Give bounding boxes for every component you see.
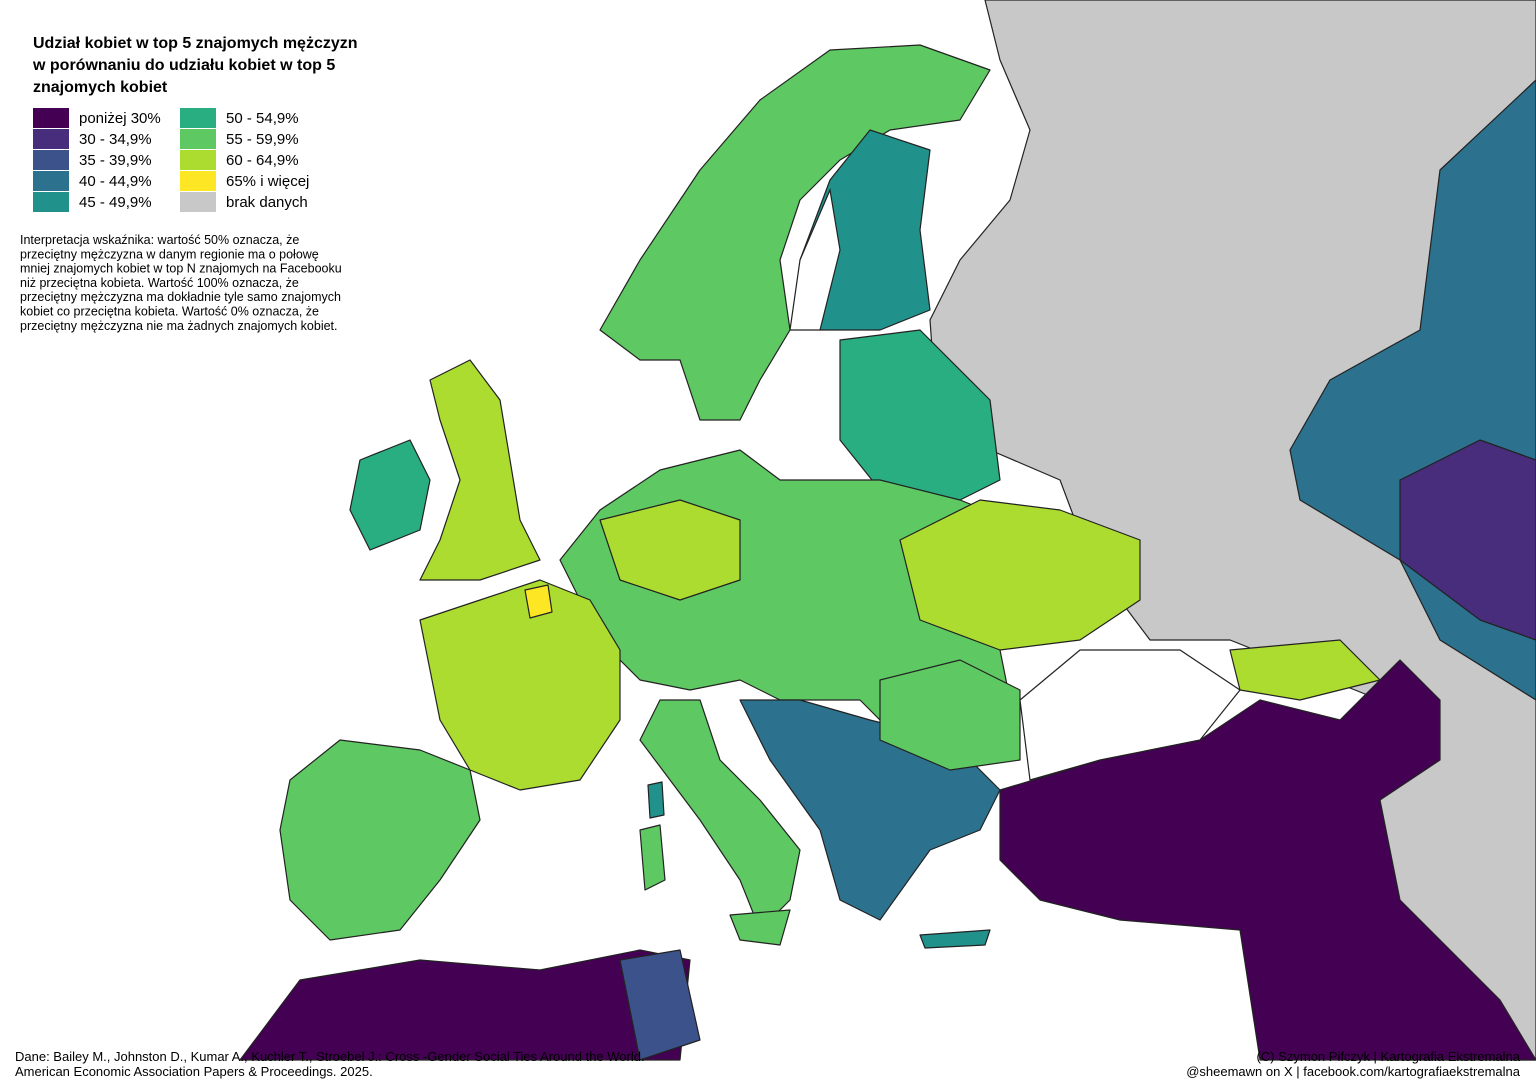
legend-label: 35 - 39,9% <box>79 152 152 169</box>
legend-swatch <box>33 192 69 212</box>
legend-swatch <box>180 129 216 149</box>
title-line: znajomych kobiet <box>33 79 168 96</box>
region-baltics <box>839 329 1001 501</box>
legend-swatch <box>33 150 69 170</box>
interpretation-line: niż przeciętna kobieta. Wartość 100% ozn… <box>20 276 299 290</box>
interpretation-line: przeciętny mężczyzna nie ma żadnych znaj… <box>20 319 338 333</box>
legend-swatch <box>180 150 216 170</box>
region-kazakhstan-west <box>1399 439 1536 641</box>
black-sea <box>1019 649 1241 781</box>
source-line: Dane: Bailey M., Johnston D., Kumar A., … <box>15 1049 645 1064</box>
region-uk <box>419 359 541 581</box>
legend-swatch <box>33 129 69 149</box>
title-line: w porównaniu do udziału kobiet w top 5 <box>32 57 335 74</box>
title: Udział kobiet w top 5 znajomych mężczyzn… <box>32 35 358 96</box>
gulf-of-bothnia <box>789 187 841 331</box>
credits-line: (C) Szymon Pifczyk | Kartografia Ekstrem… <box>1257 1049 1521 1064</box>
interpretation-line: kobiet co przeciętna kobieta. Wartość 0%… <box>20 305 319 319</box>
region-ukraine <box>899 499 1141 651</box>
region-tunisia <box>619 949 701 1061</box>
interpretation: Interpretacja wskaźnika: wartość 50% ozn… <box>20 233 342 333</box>
legend-label: 50 - 54,9% <box>226 110 299 127</box>
legend-label: 45 - 49,9% <box>79 194 152 211</box>
legend-label: 55 - 59,9% <box>226 131 299 148</box>
interpretation-line: przeciętny mężczyzna w danym regionie ma… <box>20 247 319 261</box>
legend-swatch <box>33 108 69 128</box>
legend-label: 40 - 44,9% <box>79 173 152 190</box>
legend-label: poniżej 30% <box>79 110 161 127</box>
legend-label: 60 - 64,9% <box>226 152 299 169</box>
region-sardinia <box>639 824 666 891</box>
source: Dane: Bailey M., Johnston D., Kumar A., … <box>15 1049 645 1079</box>
credits-line: @sheemawn on X | facebook.com/kartografi… <box>1186 1064 1521 1079</box>
legend-swatch <box>180 171 216 191</box>
legend: poniżej 30% 30 - 34,9% 35 - 39,9% 40 - 44,9… <box>33 108 309 212</box>
region-iberia <box>279 739 481 941</box>
legend-swatch <box>180 108 216 128</box>
region-caucasus <box>1229 639 1381 701</box>
interpretation-line: Interpretacja wskaźnika: wartość 50% ozn… <box>20 233 299 247</box>
region-france-highlight <box>524 584 553 619</box>
interpretation-line: mniej znajomych kobiet w top N znajomych… <box>20 262 342 276</box>
interpretation-line: przeciętny mężczyzna ma dokładnie tyle s… <box>20 290 341 304</box>
credits: (C) Szymon Pifczyk | Kartografia Ekstrem… <box>1186 1049 1521 1079</box>
region-romania <box>879 659 1021 771</box>
legend-label: 30 - 34,9% <box>79 131 152 148</box>
map-regions <box>239 0 1536 1061</box>
region-germany-benelux <box>599 499 741 601</box>
region-corsica <box>647 781 665 819</box>
title-line: Udział kobiet w top 5 znajomych mężczyzn <box>33 35 358 52</box>
region-ireland <box>349 439 431 551</box>
legend-swatch <box>180 192 216 212</box>
region-france <box>419 579 621 791</box>
legend-label: brak danych <box>226 194 308 211</box>
legend-swatch <box>33 171 69 191</box>
region-turkey <box>999 659 1536 1061</box>
region-sicily <box>729 909 791 946</box>
source-line: American Economic Association Papers & P… <box>15 1064 373 1079</box>
legend-label: 65% i więcej <box>226 173 309 190</box>
region-crete <box>919 929 991 949</box>
region-scandinavia <box>599 44 991 421</box>
